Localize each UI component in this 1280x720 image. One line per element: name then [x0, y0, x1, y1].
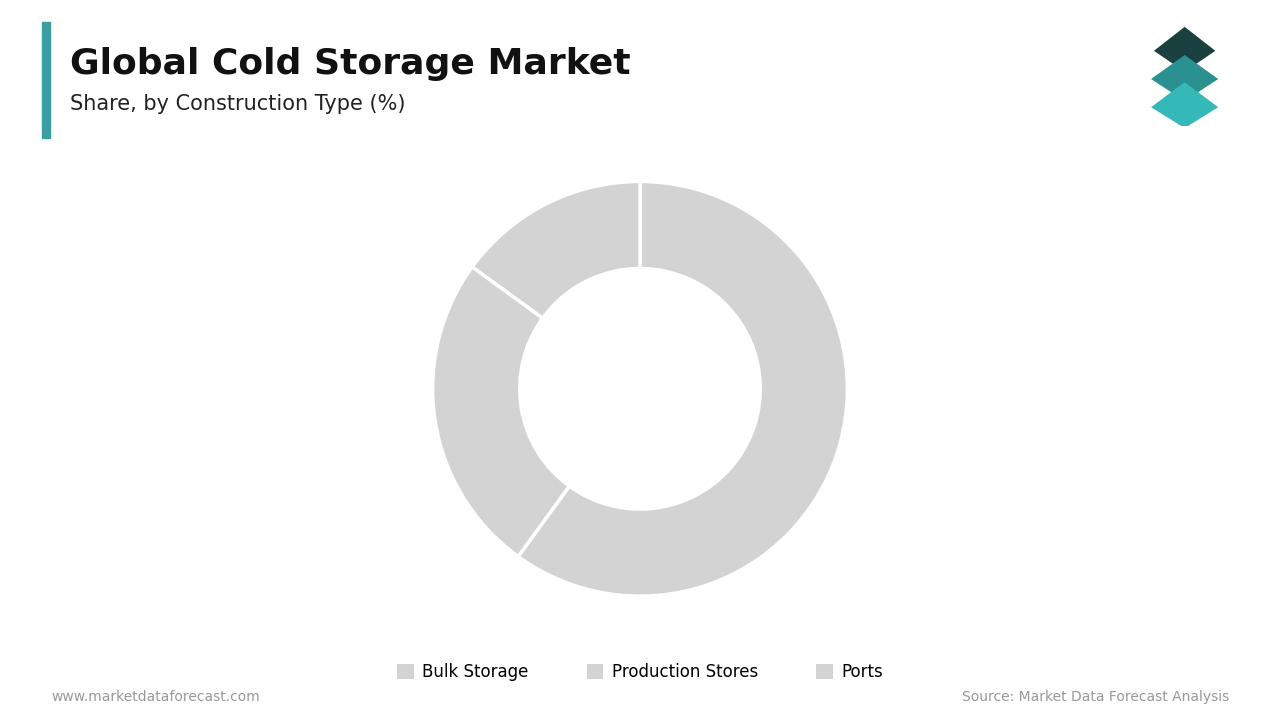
- Wedge shape: [472, 181, 640, 318]
- Text: Source: Market Data Forecast Analysis: Source: Market Data Forecast Analysis: [961, 690, 1229, 704]
- Polygon shape: [1151, 82, 1219, 128]
- Polygon shape: [1151, 55, 1219, 101]
- Polygon shape: [1155, 27, 1216, 72]
- Wedge shape: [518, 181, 847, 596]
- Text: Share, by Construction Type (%): Share, by Construction Type (%): [70, 94, 406, 114]
- Text: Global Cold Storage Market: Global Cold Storage Market: [70, 47, 631, 81]
- Text: www.marketdataforecast.com: www.marketdataforecast.com: [51, 690, 260, 704]
- Legend: Bulk Storage, Production Stores, Ports: Bulk Storage, Production Stores, Ports: [397, 663, 883, 681]
- Wedge shape: [433, 267, 570, 557]
